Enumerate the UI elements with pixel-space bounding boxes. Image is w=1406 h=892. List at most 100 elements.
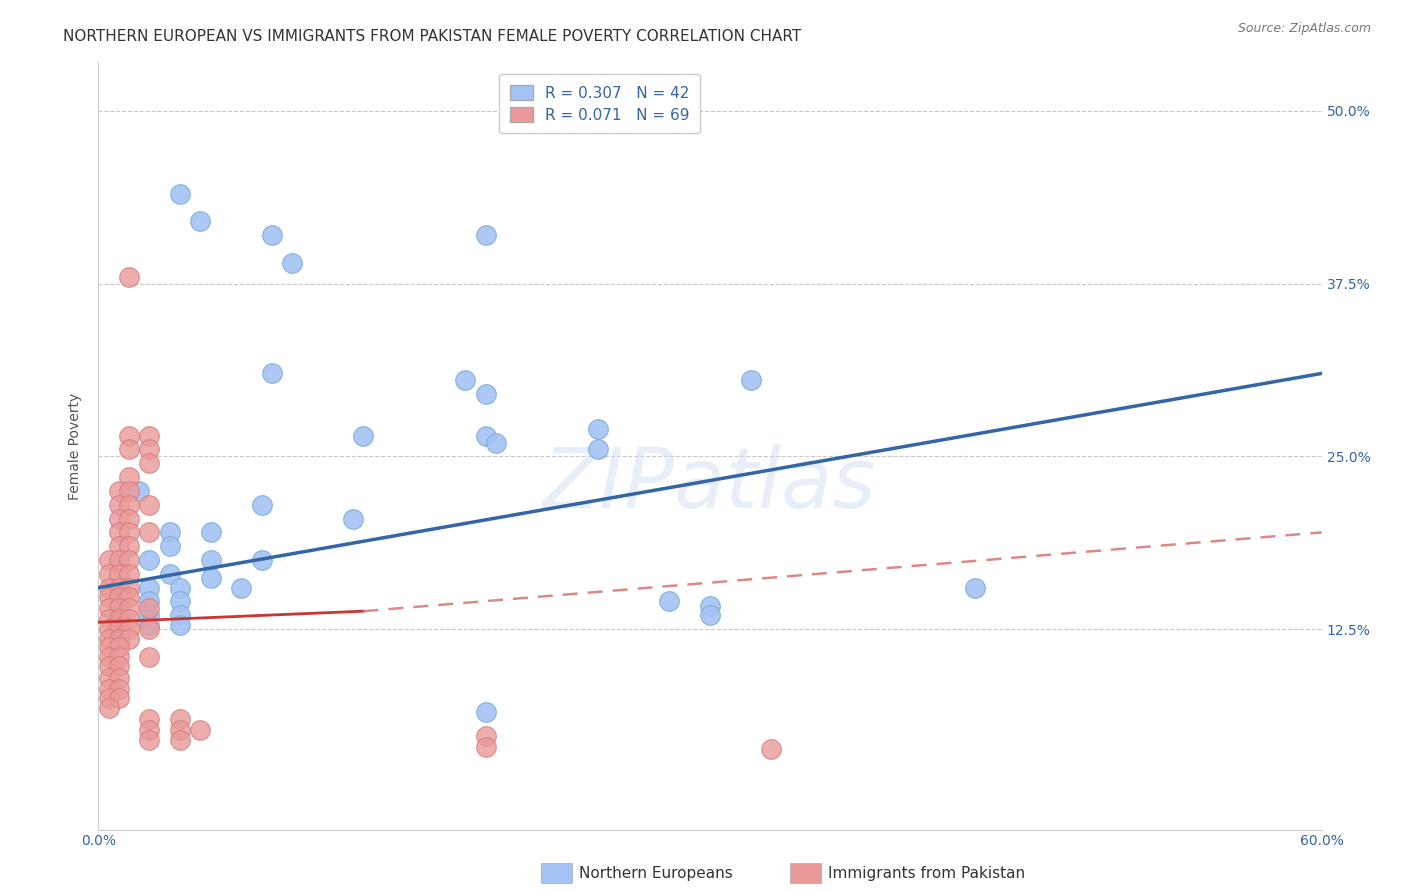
Point bbox=[97, 659, 120, 673]
Point bbox=[658, 594, 681, 608]
Point bbox=[108, 640, 131, 654]
Point bbox=[108, 649, 131, 664]
Point bbox=[108, 632, 131, 646]
Point bbox=[118, 632, 141, 646]
Point bbox=[97, 681, 120, 696]
Point bbox=[138, 498, 160, 512]
Text: ZIPatlas: ZIPatlas bbox=[543, 444, 877, 524]
Point bbox=[108, 601, 131, 615]
Point bbox=[118, 428, 141, 442]
Point bbox=[169, 608, 191, 623]
Point bbox=[108, 539, 131, 553]
Point bbox=[108, 612, 131, 626]
Point bbox=[118, 539, 141, 553]
Point bbox=[740, 373, 762, 387]
Point bbox=[281, 256, 304, 270]
Point bbox=[97, 632, 120, 646]
Point bbox=[138, 618, 160, 632]
Point bbox=[118, 498, 141, 512]
Point bbox=[97, 640, 120, 654]
Point bbox=[138, 723, 160, 737]
Point bbox=[97, 581, 120, 595]
Point bbox=[108, 566, 131, 581]
Point bbox=[108, 681, 131, 696]
Text: NORTHERN EUROPEAN VS IMMIGRANTS FROM PAKISTAN FEMALE POVERTY CORRELATION CHART: NORTHERN EUROPEAN VS IMMIGRANTS FROM PAK… bbox=[63, 29, 801, 44]
Point bbox=[138, 525, 160, 540]
Point bbox=[108, 553, 131, 567]
Point bbox=[97, 612, 120, 626]
Point bbox=[108, 622, 131, 636]
Point bbox=[118, 525, 141, 540]
Point bbox=[260, 228, 283, 243]
Point bbox=[586, 442, 609, 457]
Point bbox=[138, 428, 160, 442]
Point bbox=[97, 566, 120, 581]
Point bbox=[200, 553, 222, 567]
Point bbox=[352, 428, 374, 442]
Point bbox=[699, 608, 721, 623]
Point bbox=[138, 622, 160, 636]
Point bbox=[169, 712, 191, 726]
Point bbox=[159, 566, 181, 581]
Point bbox=[260, 367, 283, 381]
Point bbox=[108, 604, 131, 618]
Point bbox=[761, 742, 783, 756]
Point bbox=[138, 712, 160, 726]
Point bbox=[108, 618, 131, 632]
Point bbox=[108, 591, 131, 605]
Text: Source: ZipAtlas.com: Source: ZipAtlas.com bbox=[1237, 22, 1371, 36]
Point bbox=[250, 553, 273, 567]
Point bbox=[118, 581, 141, 595]
Point bbox=[169, 594, 191, 608]
Point bbox=[138, 732, 160, 747]
Point bbox=[118, 483, 141, 498]
Point bbox=[97, 622, 120, 636]
Point bbox=[118, 612, 141, 626]
Point bbox=[97, 553, 120, 567]
Point bbox=[169, 581, 191, 595]
Point bbox=[118, 442, 141, 457]
Point bbox=[97, 601, 120, 615]
Point bbox=[108, 591, 131, 605]
Point bbox=[118, 553, 141, 567]
Point bbox=[169, 732, 191, 747]
Y-axis label: Female Poverty: Female Poverty bbox=[69, 392, 83, 500]
Point bbox=[138, 553, 160, 567]
Point bbox=[250, 498, 273, 512]
Point bbox=[474, 428, 498, 442]
Point bbox=[169, 723, 191, 737]
Point bbox=[138, 581, 160, 595]
Point bbox=[118, 622, 141, 636]
Text: Immigrants from Pakistan: Immigrants from Pakistan bbox=[828, 866, 1025, 880]
Point bbox=[108, 483, 131, 498]
Point bbox=[231, 581, 253, 595]
Point bbox=[485, 435, 508, 450]
Point bbox=[138, 608, 160, 623]
Point bbox=[118, 470, 141, 484]
Point bbox=[108, 671, 131, 685]
Point bbox=[138, 456, 160, 470]
Text: Northern Europeans: Northern Europeans bbox=[579, 866, 733, 880]
Point bbox=[97, 591, 120, 605]
Point bbox=[474, 387, 498, 401]
Point bbox=[188, 723, 212, 737]
Point bbox=[118, 269, 141, 284]
Point bbox=[159, 539, 181, 553]
Legend: R = 0.307   N = 42, R = 0.071   N = 69: R = 0.307 N = 42, R = 0.071 N = 69 bbox=[499, 74, 700, 134]
Point bbox=[474, 729, 498, 743]
Point bbox=[118, 566, 141, 581]
Point bbox=[118, 591, 141, 605]
Point bbox=[188, 214, 212, 228]
Point bbox=[138, 442, 160, 457]
Point bbox=[97, 671, 120, 685]
Point bbox=[159, 525, 181, 540]
Point bbox=[118, 511, 141, 525]
Point bbox=[108, 659, 131, 673]
Point bbox=[474, 739, 498, 754]
Point bbox=[138, 601, 160, 615]
Point bbox=[586, 422, 609, 436]
Point bbox=[128, 483, 150, 498]
Point bbox=[108, 498, 131, 512]
Point bbox=[97, 691, 120, 706]
Point bbox=[200, 571, 222, 585]
